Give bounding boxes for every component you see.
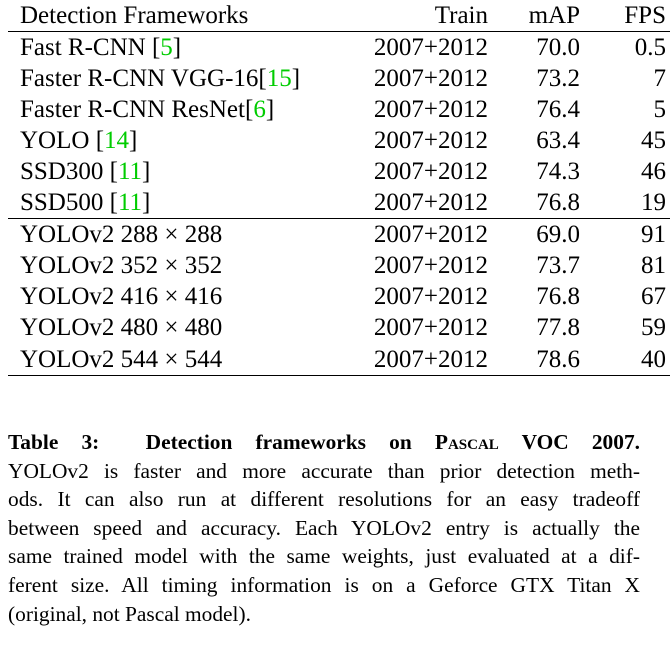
table-row: Faster R-CNN ResNet[6] 2007+2012 76.4 5 [8,94,670,125]
citation-link[interactable]: 11 [117,189,143,216]
framework-name: SSD300 [11] [20,158,151,185]
framework-name-text: Faster R-CNN VGG-16 [20,65,259,92]
train-cell: 2007+2012 [373,96,488,123]
map-cell: 77.8 [536,314,580,341]
header-detection-frameworks: Detection Frameworks [8,0,340,32]
train-cell: 2007+2012 [373,158,488,185]
framework-name: YOLO [14] [20,127,138,154]
table-row: SSD300 [11] 2007+2012 74.3 46 [8,156,670,187]
fps-cell: 5 [653,96,667,123]
framework-name: YOLOv2 480 × 480 [20,314,223,341]
table-row: YOLOv2 416 × 416 2007+2012 76.8 67 [8,281,670,312]
fps-cell: 81 [641,252,666,279]
fps-cell: 46 [641,158,666,185]
map-cell: 76.8 [536,189,580,216]
citation-link[interactable]: 5 [160,34,173,61]
caption-label: Table 3: [8,430,100,454]
framework-name-text: Fast R-CNN [20,34,152,61]
train-cell: 2007+2012 [373,189,488,216]
caption-body-line: ods. It can also run at different resolu… [8,487,640,512]
map-cell: 63.4 [536,127,580,154]
map-cell: 74.3 [536,158,580,185]
train-cell: 2007+2012 [340,218,488,250]
citation-link[interactable]: 11 [117,158,143,185]
framework-name-text: SSD300 [20,158,110,185]
map-cell: 73.7 [536,252,580,279]
citation-link[interactable]: 6 [253,96,266,123]
map-cell: 69.0 [488,218,580,250]
caption-body-line: (original, not Pascal model). [8,601,251,626]
framework-name: SSD500 [11] [20,189,151,216]
train-cell: 2007+2012 [373,252,488,279]
train-cell: 2007+2012 [373,34,488,61]
fps-cell: 67 [641,283,666,310]
header-map: mAP [488,0,580,32]
fps-cell: 0.5 [634,34,666,61]
table-row: YOLO [14] 2007+2012 63.4 45 [8,125,670,156]
train-cell: 2007+2012 [373,314,488,341]
map-cell: 76.4 [536,96,580,123]
table-row: SSD500 [11] 2007+2012 76.8 19 [8,187,670,219]
fps-cell: 45 [641,127,666,154]
framework-name: YOLOv2 544 × 544 [8,343,340,376]
train-cell: 2007+2012 [373,127,488,154]
framework-name: YOLOv2 416 × 416 [20,283,223,310]
caption-body-line: same trained model with the same weights… [8,544,640,569]
map-cell-best: 78.6 [488,343,580,376]
caption-body-line: ferent size. All timing information is o… [8,572,640,597]
map-cell: 73.2 [536,65,580,92]
map-cell: 70.0 [536,34,580,61]
framework-name: Faster R-CNN ResNet[6] [20,96,275,123]
citation-link[interactable]: 14 [104,127,130,154]
train-cell: 2007+2012 [340,343,488,376]
table-caption: Table 3: Detection frameworks on Pascal … [8,428,640,628]
header-fps: FPS [580,0,670,32]
train-cell: 2007+2012 [373,65,488,92]
caption-title-suffix: VOC 2007. [498,430,640,454]
fps-cell: 91 [580,218,670,250]
framework-name: Fast R-CNN [5] [20,34,182,61]
fps-cell: 59 [641,314,666,341]
framework-name: Faster R-CNN VGG-16[15] [20,65,301,92]
fps-cell: 19 [641,189,666,216]
caption-title-line: Table 3: Detection frameworks on Pascal … [8,428,640,457]
table-row: YOLOv2 544 × 544 2007+2012 78.6 40 [8,343,670,376]
table-row: YOLOv2 480 × 480 2007+2012 77.8 59 [8,312,670,343]
fps-cell: 40 [580,343,670,376]
caption-title-pascal: Pascal [434,430,499,454]
framework-name: YOLOv2 352 × 352 [20,252,223,279]
table-row: Faster R-CNN VGG-16[15] 2007+2012 73.2 7 [8,63,670,94]
caption-body-line: YOLOv2 is faster and more accurate than … [8,458,640,483]
caption-body-line: between speed and accuracy. Each YOLOv2 … [8,515,640,540]
fps-cell: 7 [653,65,667,92]
framework-name-text: SSD500 [20,189,110,216]
citation-link[interactable]: 15 [266,65,292,92]
results-table-container: Detection Frameworks Train mAP FPS Fast … [8,0,670,376]
framework-name-text: YOLO [20,127,96,154]
framework-name: YOLOv2 288 × 288 [8,218,340,250]
table-row: Fast R-CNN [5] 2007+2012 70.0 0.5 [8,32,670,64]
table-header-row: Detection Frameworks Train mAP FPS [8,0,670,32]
detection-frameworks-table: Detection Frameworks Train mAP FPS Fast … [8,0,670,376]
table-row: YOLOv2 288 × 288 2007+2012 69.0 91 [8,218,670,250]
map-cell: 76.8 [536,283,580,310]
train-cell: 2007+2012 [373,283,488,310]
caption-title-prefix: Detection frameworks on [145,430,435,454]
framework-name-text: Faster R-CNN ResNet [20,96,245,123]
table-row: YOLOv2 352 × 352 2007+2012 73.7 81 [8,250,670,281]
header-train: Train [340,0,488,32]
